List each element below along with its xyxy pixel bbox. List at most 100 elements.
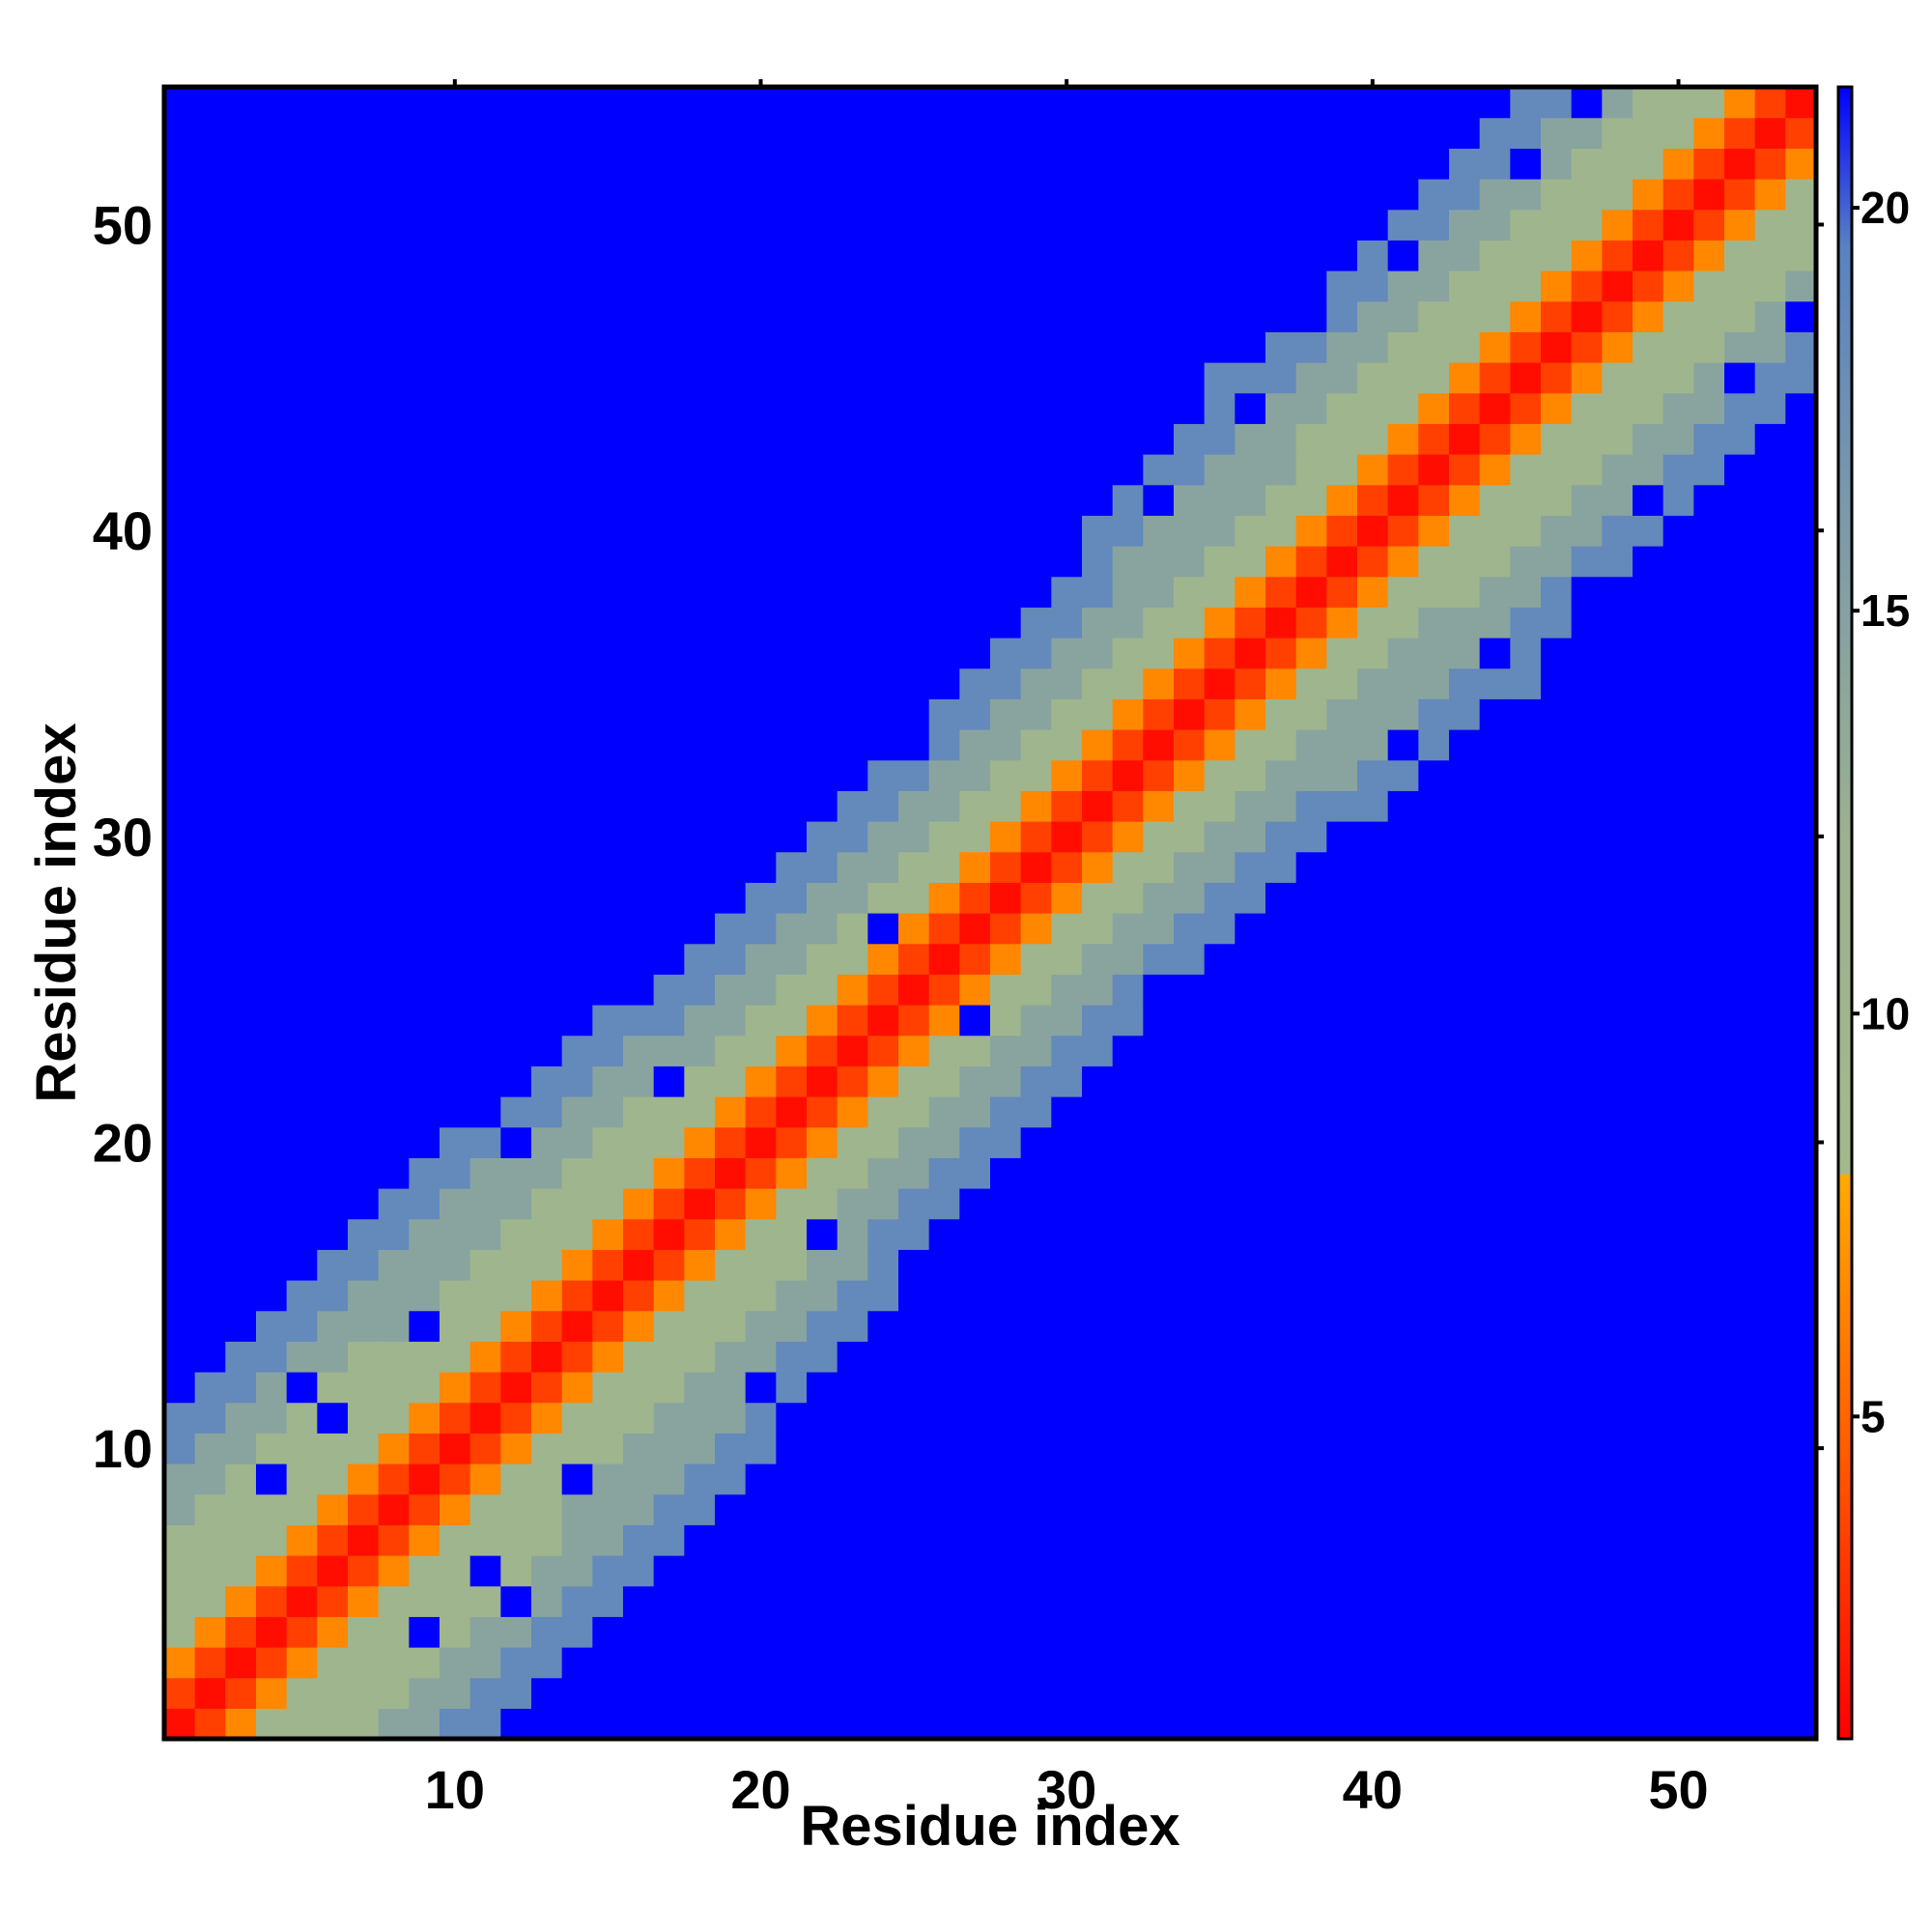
heatmap-cell (1418, 974, 1450, 1006)
heatmap-cell (898, 851, 930, 883)
heatmap-cell (1387, 668, 1419, 699)
heatmap-cell (990, 1188, 1022, 1220)
heatmap-cell (1174, 1096, 1206, 1128)
heatmap-cell (867, 790, 899, 822)
heatmap-cell (1387, 576, 1419, 608)
heatmap-cell (1602, 759, 1634, 791)
heatmap-cell (776, 1677, 808, 1709)
heatmap-cell (1082, 1065, 1114, 1097)
heatmap-cell (1326, 1035, 1358, 1066)
heatmap-cell (837, 515, 868, 547)
heatmap-cell (1449, 821, 1481, 853)
heatmap-cell (1510, 148, 1542, 180)
heatmap-cell (409, 1677, 440, 1709)
heatmap-cell (1571, 790, 1603, 822)
heatmap-cell (837, 148, 868, 180)
heatmap-cell (1541, 943, 1573, 975)
heatmap-cell (1724, 1188, 1756, 1220)
heatmap-cell (1418, 1310, 1450, 1342)
heatmap-cell (1633, 300, 1664, 332)
heatmap-cell (1387, 1218, 1419, 1250)
heatmap-cell (500, 1555, 532, 1587)
heatmap-cell (164, 576, 196, 608)
heatmap-cell (1235, 1585, 1266, 1617)
heatmap-cell (348, 729, 380, 761)
heatmap-cell (1235, 759, 1266, 791)
heatmap-cell (225, 117, 257, 149)
heatmap-cell (837, 1402, 868, 1434)
heatmap-cell (1295, 1677, 1327, 1709)
heatmap-cell (867, 1188, 899, 1220)
heatmap-cell (1112, 851, 1144, 883)
heatmap-cell (653, 882, 685, 914)
heatmap-cell (348, 515, 380, 547)
heatmap-cell (592, 1249, 624, 1281)
heatmap-cell (1204, 148, 1236, 180)
heatmap-cell (807, 1493, 838, 1525)
heatmap-cell (867, 1647, 899, 1679)
heatmap-cell (1051, 1126, 1083, 1158)
heatmap-cell (1633, 1647, 1664, 1679)
heatmap-cell (653, 1065, 685, 1097)
heatmap-cell (225, 331, 257, 363)
heatmap-cell (1724, 423, 1756, 455)
heatmap-cell (1174, 148, 1206, 180)
heatmap-cell (561, 1708, 593, 1740)
heatmap-cell (1479, 1188, 1511, 1220)
heatmap-cell (194, 1065, 226, 1097)
heatmap-cell (959, 882, 991, 914)
heatmap-cell (256, 454, 288, 486)
heatmap-cell (348, 790, 380, 822)
heatmap-cell (1020, 1463, 1052, 1495)
heatmap-cell (378, 179, 410, 211)
heatmap-cell (1326, 943, 1358, 975)
heatmap-cell (1662, 974, 1694, 1006)
heatmap-cell (1662, 759, 1694, 791)
heatmap-cell (1449, 576, 1481, 608)
heatmap-cell (1082, 1372, 1114, 1404)
heatmap-cell (1143, 913, 1175, 945)
heatmap-cell (1662, 1493, 1694, 1525)
heatmap-cell (1418, 1188, 1450, 1220)
heatmap-cell (1479, 1463, 1511, 1495)
heatmap-cell (898, 1096, 930, 1128)
heatmap-cell (409, 1402, 440, 1434)
heatmap-cell (684, 882, 716, 914)
heatmap-cell (837, 454, 868, 486)
heatmap-cell (1724, 1372, 1756, 1404)
heatmap-cell (561, 1218, 593, 1250)
heatmap-cell (378, 484, 410, 516)
heatmap-cell (317, 240, 349, 271)
heatmap-cell (378, 1249, 410, 1281)
heatmap-cell (653, 209, 685, 241)
heatmap-cell (1020, 882, 1052, 914)
heatmap-cell (1418, 1585, 1450, 1617)
heatmap-cell (409, 1708, 440, 1740)
heatmap-cell (928, 148, 960, 180)
heatmap-cell (1295, 209, 1327, 241)
heatmap-cell (776, 1616, 808, 1648)
heatmap-cell (469, 1555, 501, 1587)
heatmap-cell (286, 1188, 318, 1220)
heatmap-cell (1541, 607, 1573, 639)
heatmap-cell (837, 1126, 868, 1158)
heatmap-cell (348, 1310, 380, 1342)
heatmap-cell (440, 1647, 471, 1679)
heatmap-cell (317, 392, 349, 424)
heatmap-cell (1112, 1005, 1144, 1037)
heatmap-cell (623, 1555, 655, 1587)
heatmap-cell (378, 1616, 410, 1648)
heatmap-cell (1571, 1065, 1603, 1097)
heatmap-cell (1112, 87, 1144, 119)
heatmap-cell (1082, 515, 1114, 547)
heatmap-cell (1510, 1218, 1542, 1250)
heatmap-cell (194, 1310, 226, 1342)
heatmap-cell (348, 1157, 380, 1189)
heatmap-cell (1326, 851, 1358, 883)
heatmap-cell (1724, 331, 1756, 363)
heatmap-cell (1174, 300, 1206, 332)
heatmap-cell (1662, 1647, 1694, 1679)
heatmap-cell (867, 638, 899, 669)
heatmap-cell (1449, 1005, 1481, 1037)
heatmap-cell (623, 1433, 655, 1464)
